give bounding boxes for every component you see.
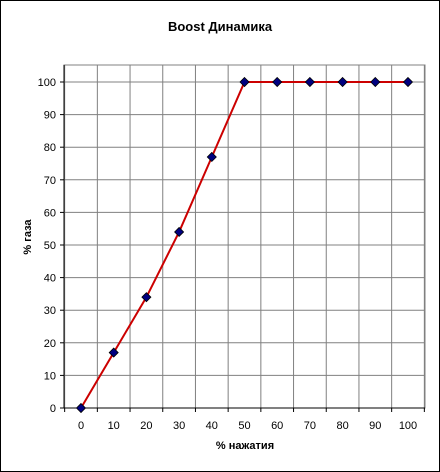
data-point-marker <box>337 76 348 88</box>
y-tick-label: 20 <box>44 338 56 350</box>
x-tick-label: 0 <box>78 420 84 432</box>
y-tick-label: 40 <box>44 273 56 285</box>
data-point-marker <box>108 347 119 358</box>
x-tick-label: 70 <box>304 420 316 432</box>
x-tick-label: 10 <box>108 420 120 432</box>
x-tick-label: 80 <box>336 420 348 432</box>
y-tick-label: 100 <box>38 77 56 89</box>
data-point-marker <box>304 76 315 88</box>
data-point-marker <box>206 151 217 163</box>
y-tick-label: 10 <box>44 370 56 382</box>
data-point-marker <box>370 76 381 88</box>
x-tick-label: 50 <box>238 420 250 432</box>
y-tick-label: 70 <box>44 175 56 187</box>
y-tick-label: 90 <box>44 110 56 122</box>
tick-labels: 0 10 20 30 40 50 60 70 80 90 100 0 10 20 30 40 50 60 70 80 9… <box>38 77 418 432</box>
y-tick-label: 80 <box>44 142 56 154</box>
plot-area <box>63 64 426 409</box>
y-tick-label: 50 <box>44 240 56 252</box>
y-tick-label: 0 <box>50 403 56 415</box>
axes <box>60 65 425 412</box>
data-point-marker <box>239 76 250 88</box>
y-axis-label: % газа <box>22 219 34 255</box>
x-tick-label: 60 <box>271 420 283 432</box>
data-point-marker <box>174 226 185 238</box>
y-tick-label: 60 <box>44 207 56 219</box>
grid <box>64 65 425 409</box>
data-point-marker <box>75 402 87 414</box>
data-point-marker <box>141 292 152 303</box>
y-tick-label: 30 <box>44 305 56 317</box>
chart-title: Boost Динамика <box>168 19 273 34</box>
x-tick-label: 40 <box>206 420 218 432</box>
x-tick-label: 100 <box>399 420 417 432</box>
x-axis-label: % нажатия <box>216 440 274 452</box>
data-point-marker <box>402 76 414 88</box>
series <box>75 76 414 414</box>
data-point-marker <box>272 76 283 88</box>
x-tick-label: 90 <box>369 420 381 432</box>
x-tick-label: 30 <box>173 420 185 432</box>
x-tick-label: 20 <box>140 420 152 432</box>
